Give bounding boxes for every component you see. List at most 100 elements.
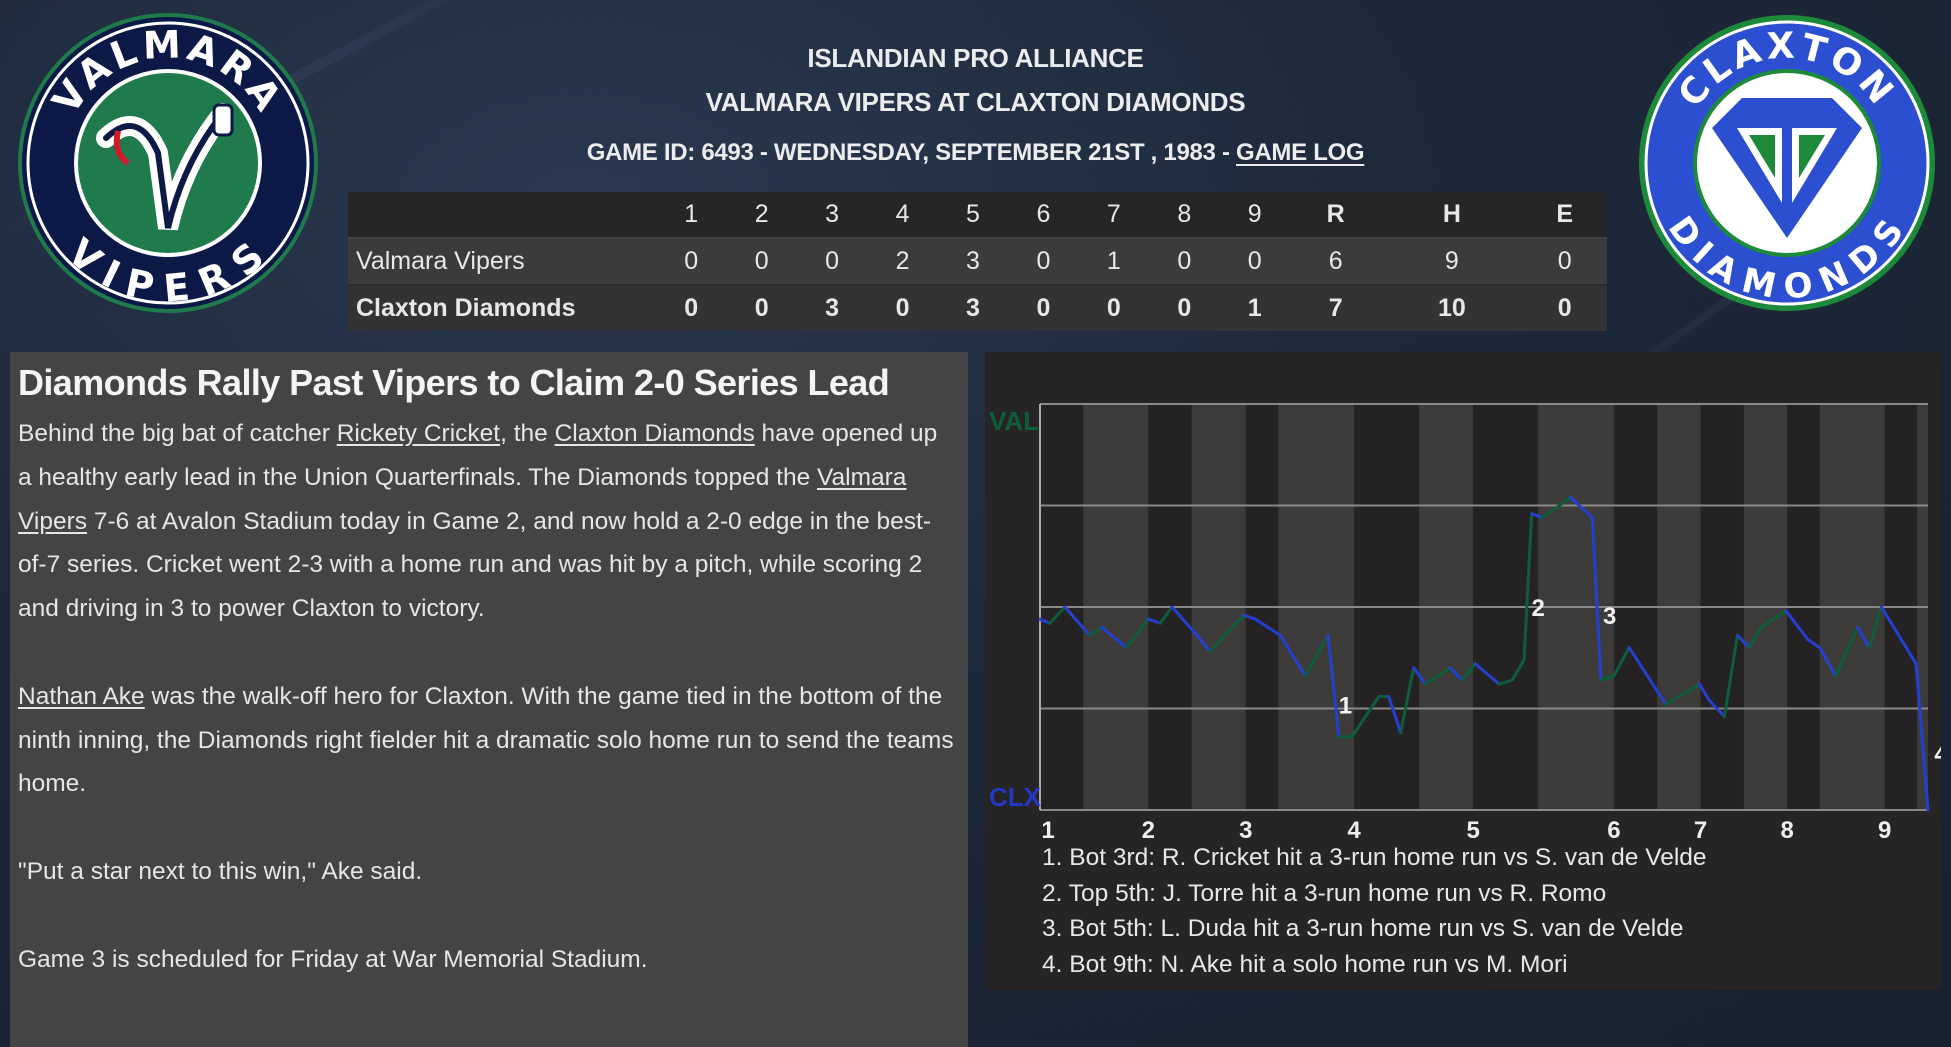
paragraph-text: was the walk-off hero for Claxton. With … — [18, 682, 954, 798]
inning-tick-label: 3 — [1239, 817, 1252, 840]
article-paragraph: Game 3 is scheduled for Friday at War Me… — [18, 938, 956, 982]
article-paragraph: "Put a star next to this win," Ake said. — [18, 850, 956, 894]
win-probability-segment — [1806, 637, 1822, 650]
win-probability-segment — [1612, 646, 1631, 678]
column-header-h: H — [1381, 192, 1523, 239]
win-probability-segment — [1303, 633, 1330, 678]
column-header-2: 2 — [726, 192, 797, 239]
team-name: Valmara Vipers — [348, 238, 656, 286]
win-probability-segment — [1530, 512, 1544, 520]
event-marker-label: 3 — [1603, 603, 1616, 630]
win-probability-segment — [1254, 617, 1282, 637]
valmara-vipers-logo: VALMARA VIPERS — [18, 13, 318, 313]
game-log-link[interactable]: GAME LOG — [1236, 139, 1365, 166]
column-header-4: 4 — [867, 192, 938, 239]
win-probability-segment — [1399, 666, 1416, 735]
score-cell: 3 — [937, 238, 1009, 286]
win-probability-segment — [1278, 633, 1307, 678]
column-header-3: 3 — [796, 192, 868, 239]
score-cell: 0 — [796, 238, 868, 286]
score-cell: 0 — [1008, 238, 1079, 286]
win-probability-segment — [1707, 698, 1726, 719]
league-name: ISLANDIAN PRO ALLIANCE — [807, 43, 1144, 73]
win-probability-segment — [1510, 658, 1526, 682]
win-probability-segment — [1038, 617, 1052, 625]
score-cell: 1 — [1078, 238, 1150, 286]
inning-tick-label: 7 — [1694, 817, 1707, 840]
inning-tick-label: 5 — [1466, 817, 1479, 840]
entity-link[interactable]: Nathan Ake — [18, 682, 145, 710]
key-event-item: 3. Bot 5th: L. Duda hit a 3-run home run… — [1042, 915, 1684, 942]
win-probability-segment — [1242, 613, 1258, 621]
win-probability-segment — [1856, 625, 1872, 650]
win-probability-segment — [1424, 666, 1452, 686]
win-probability-segment — [1599, 674, 1616, 682]
game-recap-article: Diamonds Rally Past Vipers to Claim 2-0 … — [10, 352, 968, 1047]
win-probability-segment — [1460, 662, 1477, 682]
event-marker-label: 4 — [1934, 741, 1941, 768]
inning-tick-label: 8 — [1781, 817, 1794, 840]
game-info-text: GAME ID: 6493 - WEDNESDAY, SEPTEMBER 21S… — [586, 139, 1237, 166]
team-column-header — [348, 192, 656, 239]
win-probability-segment — [1350, 694, 1381, 739]
inning-tick-label: 4 — [1347, 817, 1361, 840]
win-probability-segment — [1497, 678, 1514, 686]
article-paragraph: Nathan Ake was the walk-off hero for Cla… — [18, 675, 956, 806]
win-probability-segment — [1387, 694, 1403, 735]
column-header-e: E — [1522, 192, 1607, 239]
article-paragraph: Behind the big bat of catcher Rickety Cr… — [18, 412, 956, 631]
score-cell: 3 — [937, 285, 1009, 331]
column-header-1: 1 — [656, 192, 727, 239]
score-cell: 0 — [726, 285, 797, 331]
team-name: Claxton Diamonds — [348, 285, 656, 331]
key-event-item: 2. Top 5th: J. Torre hit a 3-run home ru… — [1042, 879, 1607, 907]
article-headline: Diamonds Rally Past Vipers to Claim 2-0 … — [18, 362, 890, 403]
win-probability-segment — [1735, 633, 1751, 650]
entity-link[interactable]: Valmara Vipers — [18, 463, 907, 535]
inning-tick-label: 1 — [1041, 817, 1054, 840]
column-header-7: 7 — [1078, 192, 1150, 239]
win-probability-segment — [1412, 666, 1428, 686]
win-probability-segment — [1664, 682, 1702, 706]
inning-tick-label: 6 — [1607, 817, 1620, 840]
win-probability-segment — [1818, 646, 1838, 678]
inning-tick-label: 9 — [1878, 817, 1891, 840]
win-probability-segment — [1088, 625, 1104, 637]
win-probability-segment — [1914, 662, 1930, 812]
win-probability-segment — [1063, 605, 1092, 637]
win-probability-segment — [1868, 605, 1883, 650]
score-cell: 6 — [1289, 238, 1382, 286]
val-axis-label: VAL — [989, 406, 1039, 436]
win-probability-segment — [1590, 516, 1603, 682]
win-probability-segment — [1048, 605, 1067, 625]
paragraph-text: , the — [500, 420, 555, 447]
win-probability-segment — [1759, 609, 1788, 629]
score-cell: 0 — [1008, 285, 1079, 331]
score-cell: 10 — [1381, 285, 1523, 331]
paragraph-text: Game 3 is scheduled for Friday at War Me… — [18, 945, 648, 973]
key-events-list: 1. Bot 3rd: R. Cricket hit a 3-run home … — [1042, 840, 1707, 982]
entity-link[interactable]: Claxton Diamonds — [554, 420, 755, 447]
win-probability-segment — [1698, 682, 1711, 702]
win-probability-segment — [1448, 666, 1464, 682]
column-header-6: 6 — [1008, 192, 1079, 239]
event-marker-label: 1 — [1339, 692, 1352, 719]
score-cell: 7 — [1289, 285, 1382, 331]
claxton-diamonds-logo: CLAXTON DIAMONDS — [1639, 15, 1935, 311]
score-cell: 0 — [726, 238, 797, 286]
paragraph-text: "Put a star next to this win," Ake said. — [18, 857, 423, 885]
score-cell: 9 — [1381, 238, 1523, 286]
win-probability-segment — [1326, 633, 1341, 739]
entity-link[interactable]: Rickety Cricket — [336, 420, 501, 447]
win-probability-segment — [1722, 633, 1739, 719]
win-probability-segment — [1100, 625, 1129, 650]
score-cell: 0 — [1078, 285, 1150, 331]
column-header-5: 5 — [937, 192, 1009, 239]
score-cell: 0 — [1522, 238, 1607, 286]
paragraph-text: Behind the big bat of catcher — [18, 420, 337, 447]
article-body: Behind the big bat of catcher Rickety Cr… — [18, 412, 956, 981]
key-event-item: 4. Bot 9th: N. Ake hit a solo home run v… — [1042, 950, 1568, 978]
paragraph-text: have opened up a healthy early lead in t… — [18, 420, 938, 491]
